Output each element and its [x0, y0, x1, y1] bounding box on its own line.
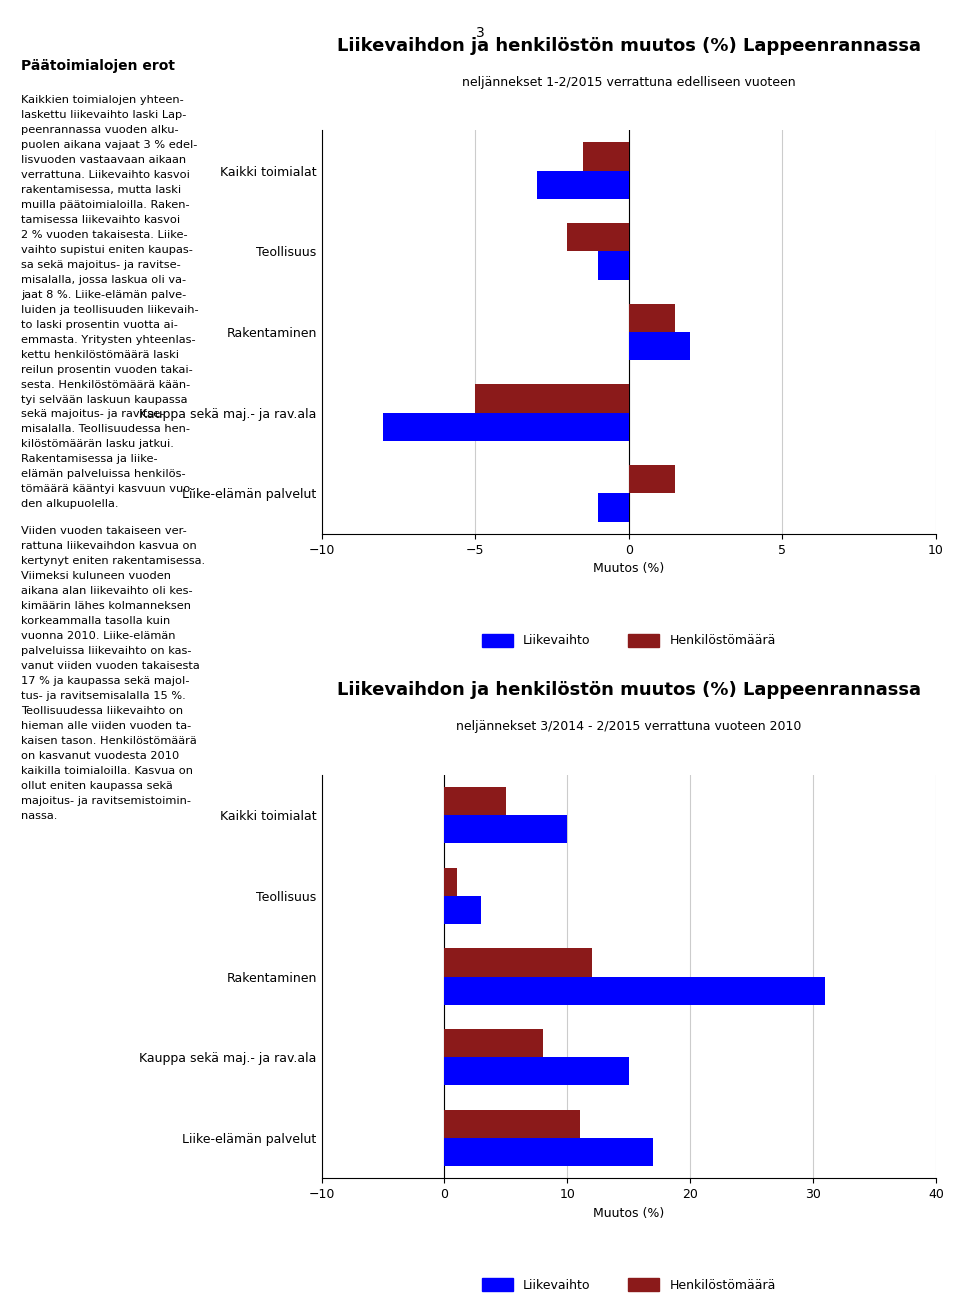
Text: kaisen tason. Henkilöstömäärä: kaisen tason. Henkilöstömäärä — [21, 736, 197, 746]
Bar — [444, 867, 457, 896]
Text: hieman alle viiden vuoden ta-: hieman alle viiden vuoden ta- — [21, 721, 191, 730]
Text: laskettu liikevaihto laski Lap-: laskettu liikevaihto laski Lap- — [21, 109, 186, 120]
Text: 17 % ja kaupassa sekä majoI-: 17 % ja kaupassa sekä majoI- — [21, 676, 190, 686]
Text: muilla päätoimialoilla. Raken-: muilla päätoimialoilla. Raken- — [21, 199, 190, 210]
Text: misalalla, jossa laskua oli va-: misalalla, jossa laskua oli va- — [21, 275, 186, 285]
Text: korkeammalla tasolla kuin: korkeammalla tasolla kuin — [21, 616, 170, 626]
Bar — [444, 786, 506, 815]
Text: tus- ja ravitsemisalalla 15 %.: tus- ja ravitsemisalalla 15 %. — [21, 691, 186, 700]
Text: verrattuna. Liikevaihto kasvoi: verrattuna. Liikevaihto kasvoi — [21, 169, 190, 180]
Text: neljännekset 3/2014 - 2/2015 verrattuna vuoteen 2010: neljännekset 3/2014 - 2/2015 verrattuna … — [456, 720, 802, 733]
Text: Viiden vuoden takaiseen ver-: Viiden vuoden takaiseen ver- — [21, 526, 187, 536]
Text: kimäärin lähes kolmanneksen: kimäärin lähes kolmanneksen — [21, 602, 191, 611]
Text: kertynyt eniten rakentamisessa.: kertynyt eniten rakentamisessa. — [21, 556, 205, 566]
Bar — [444, 1138, 654, 1167]
Bar — [383, 413, 629, 441]
X-axis label: Muutos (%): Muutos (%) — [593, 1207, 664, 1220]
Text: tyi selvään laskuun kaupassa: tyi selvään laskuun kaupassa — [21, 395, 187, 405]
Bar — [567, 223, 629, 251]
Bar — [444, 1109, 580, 1138]
Text: tömäärä kääntyi kasvuun vuo-: tömäärä kääntyi kasvuun vuo- — [21, 484, 195, 495]
Text: kaikilla toimialoilla. Kasvua on: kaikilla toimialoilla. Kasvua on — [21, 766, 193, 776]
Text: peenrannassa vuoden alku-: peenrannassa vuoden alku- — [21, 125, 179, 135]
Bar — [537, 171, 629, 199]
Text: palveluissa liikevaihto on kas-: palveluissa liikevaihto on kas- — [21, 646, 192, 656]
Text: tamisessa liikevaihto kasvoi: tamisessa liikevaihto kasvoi — [21, 215, 180, 225]
Text: aikana alan liikevaihto oli kes-: aikana alan liikevaihto oli kes- — [21, 586, 193, 596]
Text: rakentamisessa, mutta laski: rakentamisessa, mutta laski — [21, 185, 181, 195]
Text: neljännekset 1-2/2015 verrattuna edelliseen vuoteen: neljännekset 1-2/2015 verrattuna edellis… — [462, 76, 796, 89]
Bar — [444, 948, 592, 976]
Bar — [444, 976, 826, 1005]
Text: vanut viiden vuoden takaisesta: vanut viiden vuoden takaisesta — [21, 661, 200, 671]
Bar — [598, 251, 629, 280]
Bar — [598, 493, 629, 522]
Text: den alkupuolella.: den alkupuolella. — [21, 499, 119, 509]
Bar — [583, 142, 629, 171]
Text: sesta. Henkilöstömäärä kään-: sesta. Henkilöstömäärä kään- — [21, 379, 190, 389]
Text: reilun prosentin vuoden takai-: reilun prosentin vuoden takai- — [21, 365, 193, 375]
Text: majoitus- ja ravitsemistoimin-: majoitus- ja ravitsemistoimin- — [21, 796, 191, 806]
Text: kettu henkilöstömäärä laski: kettu henkilöstömäärä laski — [21, 349, 180, 359]
Text: Kaikkien toimialojen yhteen-: Kaikkien toimialojen yhteen- — [21, 95, 184, 105]
Text: puolen aikana vajaat 3 % edel-: puolen aikana vajaat 3 % edel- — [21, 139, 198, 150]
Text: jaat 8 %. Liike-elämän palve-: jaat 8 %. Liike-elämän palve- — [21, 289, 186, 299]
Text: rattuna liikevaihdon kasvua on: rattuna liikevaihdon kasvua on — [21, 542, 197, 551]
Text: Viimeksi kuluneen vuoden: Viimeksi kuluneen vuoden — [21, 572, 171, 581]
Text: luiden ja teollisuuden liikevaih-: luiden ja teollisuuden liikevaih- — [21, 305, 199, 315]
Legend: Liikevaihto, Henkilöstömäärä: Liikevaihto, Henkilöstömäärä — [477, 1273, 780, 1297]
Text: emmasta. Yritysten yhteenlas-: emmasta. Yritysten yhteenlas- — [21, 335, 196, 345]
Bar — [629, 303, 675, 332]
Text: misalalla. Teollisuudessa hen-: misalalla. Teollisuudessa hen- — [21, 424, 190, 435]
Legend: Liikevaihto, Henkilöstömäärä: Liikevaihto, Henkilöstömäärä — [477, 629, 780, 652]
Bar — [444, 815, 567, 844]
Text: nassa.: nassa. — [21, 811, 58, 820]
Text: sa sekä majoitus- ja ravitse-: sa sekä majoitus- ja ravitse- — [21, 259, 180, 270]
Text: kilöstömäärän lasku jatkui.: kilöstömäärän lasku jatkui. — [21, 439, 174, 449]
Text: lisvuoden vastaavaan aikaan: lisvuoden vastaavaan aikaan — [21, 155, 186, 165]
Bar — [629, 465, 675, 493]
Text: Rakentamisessa ja liike-: Rakentamisessa ja liike- — [21, 454, 157, 465]
Text: on kasvanut vuodesta 2010: on kasvanut vuodesta 2010 — [21, 751, 180, 760]
Text: 2 % vuoden takaisesta. Liike-: 2 % vuoden takaisesta. Liike- — [21, 229, 188, 240]
Bar — [475, 384, 629, 413]
Text: sekä majoitus- ja ravitse-: sekä majoitus- ja ravitse- — [21, 409, 164, 419]
Text: Liikevaihdon ja henkilöstön muutos (%) Lappeenrannassa: Liikevaihdon ja henkilöstön muutos (%) L… — [337, 36, 921, 55]
Text: elämän palveluissa henkilös-: elämän palveluissa henkilös- — [21, 469, 185, 479]
Text: ollut eniten kaupassa sekä: ollut eniten kaupassa sekä — [21, 781, 173, 790]
Text: to laski prosentin vuotta ai-: to laski prosentin vuotta ai- — [21, 319, 178, 329]
Bar — [444, 1029, 542, 1057]
Bar — [444, 1057, 629, 1086]
X-axis label: Muutos (%): Muutos (%) — [593, 562, 664, 575]
Text: vaihto supistui eniten kaupas-: vaihto supistui eniten kaupas- — [21, 245, 193, 255]
Text: Päätoimialojen erot: Päätoimialojen erot — [21, 59, 175, 73]
Text: 3: 3 — [475, 26, 485, 40]
Text: vuonna 2010. Liike-elämän: vuonna 2010. Liike-elämän — [21, 631, 176, 641]
Bar — [444, 896, 481, 924]
Text: Liikevaihdon ja henkilöstön muutos (%) Lappeenrannassa: Liikevaihdon ja henkilöstön muutos (%) L… — [337, 681, 921, 699]
Bar — [629, 332, 690, 361]
Text: Teollisuudessa liikevaihto on: Teollisuudessa liikevaihto on — [21, 706, 183, 716]
